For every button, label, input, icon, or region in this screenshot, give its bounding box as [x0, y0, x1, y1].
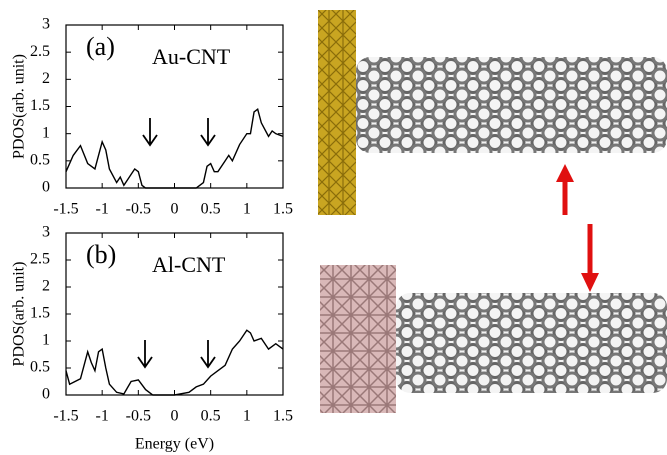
y-tick-label: 3	[42, 224, 50, 241]
x-tick-label: 0	[171, 408, 179, 425]
x-tick-label: -0.5	[126, 201, 151, 218]
x-tick-label: 0	[171, 201, 179, 218]
peak-arrow	[201, 340, 215, 367]
x-tick-label: 1	[243, 408, 251, 425]
sample-label: Au-CNT	[152, 44, 231, 69]
y-axis-label: PDOS(arb. unit)	[11, 262, 28, 367]
y-axis-label: PDOS(arb. unit)	[11, 54, 28, 159]
x-tick-label: 0.5	[201, 408, 221, 425]
red-arrows	[556, 164, 599, 292]
al-cnt-image	[320, 265, 667, 413]
y-tick-label: 1.5	[30, 305, 50, 322]
pdos-line	[66, 330, 283, 395]
x-tick-label: 0.5	[201, 201, 221, 218]
au-cnt-image	[318, 10, 667, 215]
y-tick-label: 1.5	[30, 97, 50, 114]
x-tick-label: 1.5	[273, 201, 293, 218]
figure: -1.5 -1 -0.5 0 0.5 1 1.5 0 0.5 1 1.5 2 2.5 3 (a) Au-CNT…	[0, 0, 667, 455]
peak-arrow	[143, 118, 157, 145]
x-tick-label: 1	[243, 201, 251, 218]
x-tick-label: -1.5	[53, 201, 78, 218]
peak-arrow	[201, 118, 215, 145]
sample-label: Al-CNT	[152, 252, 226, 277]
panel-label: (a)	[86, 32, 115, 61]
pdos-line	[66, 109, 283, 188]
x-axis-label: Energy (eV)	[135, 436, 214, 453]
x-tick-label: -1	[96, 408, 109, 425]
y-tick-label: 0	[42, 179, 50, 196]
y-tick-label: 2.5	[30, 43, 50, 60]
y-tick-label: 0.5	[30, 152, 50, 169]
panel-label: (b)	[86, 240, 116, 269]
y-tick-label: 2	[42, 278, 50, 295]
x-tick-label: -1.5	[53, 408, 78, 425]
y-tick-label: 2.5	[30, 251, 50, 268]
y-tick-label: 0.5	[30, 359, 50, 376]
y-tick-label: 1	[42, 124, 50, 141]
peak-arrow	[138, 340, 152, 367]
x-tick-label: -1	[96, 201, 109, 218]
x-tick-label: 1.5	[273, 408, 293, 425]
y-tick-label: 0	[42, 386, 50, 403]
y-tick-label: 1	[42, 332, 50, 349]
y-tick-label: 2	[42, 70, 50, 87]
x-tick-label: -0.5	[126, 408, 151, 425]
y-tick-label: 3	[42, 16, 50, 33]
